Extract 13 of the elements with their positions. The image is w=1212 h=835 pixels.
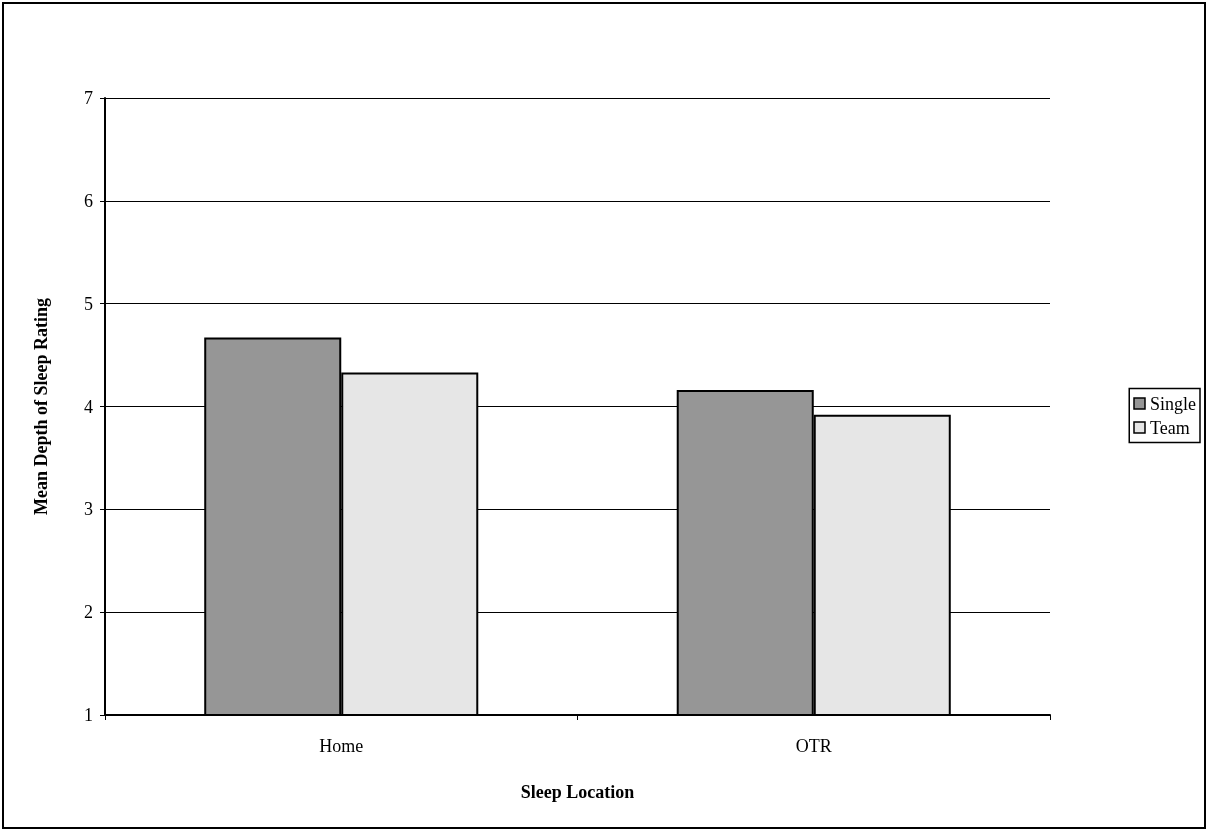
y-tick-label: 7 xyxy=(84,88,93,108)
y-tick-label: 3 xyxy=(84,499,93,520)
legend-label: Team xyxy=(1150,417,1190,438)
y-tick-label: 1 xyxy=(84,705,93,725)
y-axis-title: Mean Depth of Sleep Rating xyxy=(31,298,51,515)
y-tick-label: 2 xyxy=(84,602,93,623)
legend-label: Single xyxy=(1150,393,1197,414)
y-tick-label: 4 xyxy=(84,396,93,417)
y-tick-label: 5 xyxy=(84,293,93,314)
x-axis-title: Sleep Location xyxy=(520,782,635,802)
y-tick-label: 6 xyxy=(84,190,93,211)
x-tick-label: Home xyxy=(319,736,364,756)
x-tick-label: OTR xyxy=(795,736,832,756)
